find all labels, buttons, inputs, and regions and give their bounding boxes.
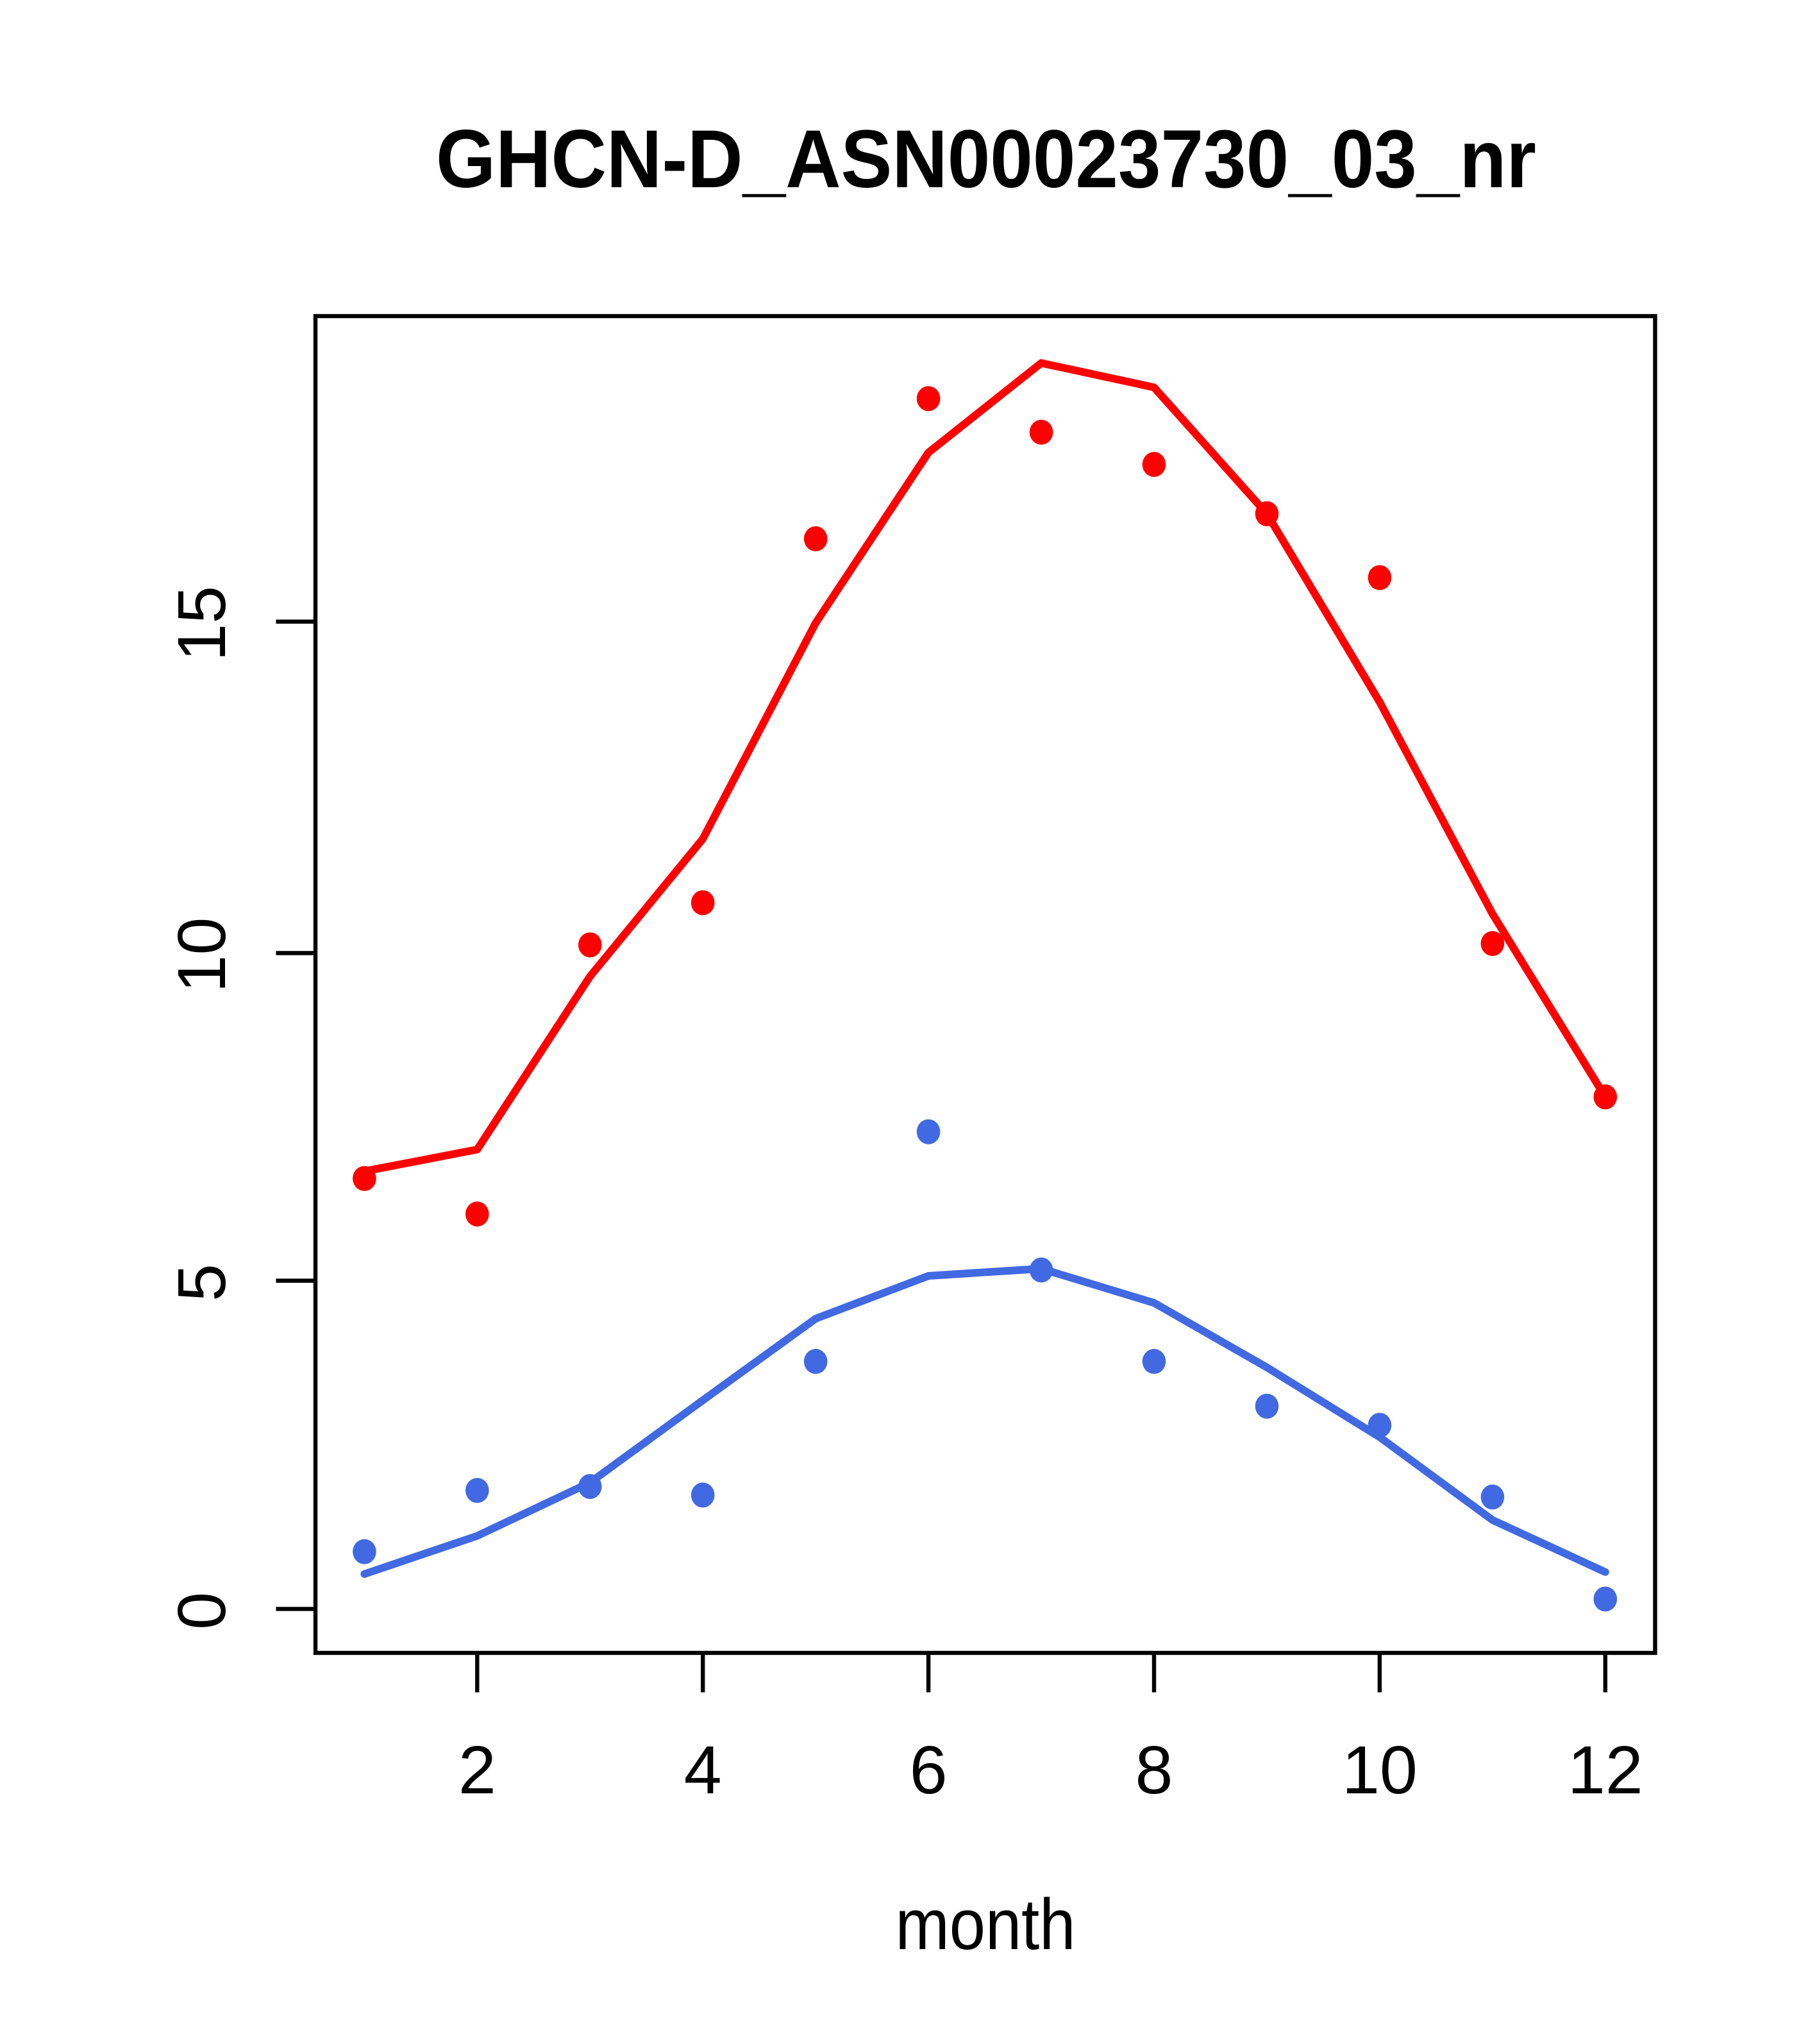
svg-text:5: 5 <box>164 1264 240 1302</box>
svg-text:10: 10 <box>1342 1732 1418 1808</box>
svg-text:12: 12 <box>1568 1732 1643 1808</box>
svg-text:4: 4 <box>684 1732 722 1808</box>
svg-text:month: month <box>896 1884 1076 1964</box>
svg-text:6: 6 <box>910 1732 948 1808</box>
svg-text:2: 2 <box>458 1732 496 1808</box>
svg-text:0: 0 <box>164 1592 240 1630</box>
svg-text:15: 15 <box>164 586 240 662</box>
svg-text:8: 8 <box>1135 1732 1173 1808</box>
svg-text:10: 10 <box>164 917 240 993</box>
svg-text:GHCN-D_ASN00023730_03_nr: GHCN-D_ASN00023730_03_nr <box>436 113 1536 205</box>
